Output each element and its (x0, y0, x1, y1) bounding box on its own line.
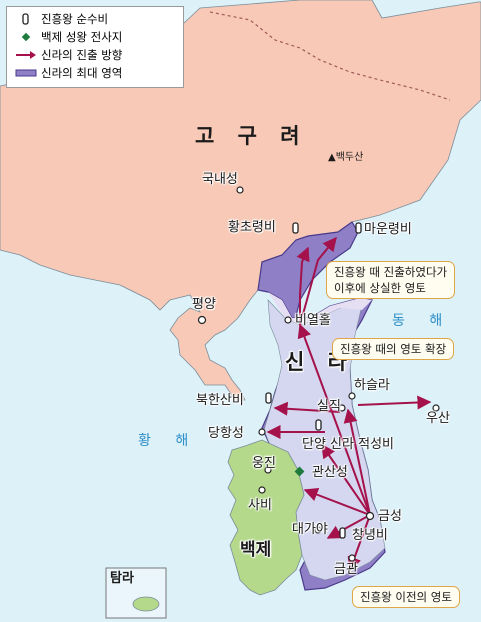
marker-sabi (258, 486, 266, 494)
place-label-ungjin: 웅진 (252, 456, 276, 471)
northern-boundary-line (209, 11, 451, 101)
marker-haseulla (348, 392, 356, 400)
arrow-to-maunryeong (299, 236, 337, 326)
marker-gungnaeseong (236, 186, 244, 194)
monument-hwangchoryeong (292, 222, 299, 234)
diamond-icon (21, 32, 31, 42)
place-label-geumseong: 금성 (378, 509, 402, 524)
marker-siljik (338, 404, 346, 412)
place-label-tamra: 탐라 (110, 571, 134, 586)
marker-danghangseong (258, 428, 266, 436)
marker-geumseong (365, 511, 375, 521)
legend-label: 신라의 진출 방향 (41, 48, 123, 62)
arrow-north-from-geumseong (297, 323, 371, 516)
place-label-gwansanseong: 관산성 (312, 465, 348, 480)
legend-label: 백제 성왕 전사지 (41, 30, 123, 44)
monument-changnyeong (339, 527, 346, 539)
marker-ungjin (264, 466, 272, 474)
place-label-geumgwan: 금관 (334, 562, 358, 577)
region-label-baekje: 백제 (240, 540, 272, 560)
battle-site-gwansanseong (294, 466, 305, 477)
region-label-goguryeo: 고 구 려 (195, 124, 308, 148)
place-label-haseulla: 하슬라 (354, 378, 390, 393)
callout-expansion: 진흥왕 때의 영토 확장 (332, 338, 455, 360)
lost-territory (268, 292, 372, 325)
arrow-to-usan (357, 395, 432, 410)
place-label-pyeongyang: 평양 (192, 297, 216, 312)
arrow-to-haseulla (343, 408, 371, 516)
expansion-arrows (266, 236, 432, 572)
monument-maunryeong (355, 222, 362, 234)
place-label-gungnaeseong: 국내성 (202, 172, 238, 187)
place-label-biyeolhol: 비열홀 (295, 313, 331, 328)
place-label-bukhansan: 북한산비 (196, 393, 244, 408)
monument-icon (22, 13, 29, 25)
monument-markers (265, 222, 362, 539)
legend-label: 신라의 최대 영역 (41, 66, 123, 80)
place-label-hwangchoryeong: 황초령비 (228, 220, 276, 235)
arrow-to-gwansanseong (303, 487, 371, 516)
marker-geumgwan (348, 554, 356, 562)
legend-label: 진흥왕 순수비 (41, 12, 109, 26)
marker-biyeolhol (284, 316, 292, 324)
marker-usan (432, 404, 440, 412)
marker-pyeongyang (197, 315, 207, 325)
callout-lost-line2: 이후에 상실한 영토 (334, 281, 426, 295)
callout-lost-line1: 진흥왕 때 진출하였다가 (334, 265, 448, 279)
callout-prior-territory: 진흥왕 이전의 영토 (352, 586, 460, 608)
tamra-island (132, 596, 160, 612)
arrow-to-daegaya (326, 514, 371, 539)
marker-daegaya (314, 526, 322, 534)
sea-label-west: 황 해 (138, 433, 199, 449)
place-label-siljik: 실직 (317, 399, 341, 414)
map-legend: 진흥왕 순수비 백제 성왕 전사지 신라의 진출 방향 신라의 최대 영역 (6, 6, 184, 88)
callout-lost-territory: 진흥왕 때 진출하였다가 이후에 상실한 영토 (326, 261, 456, 299)
sea-label-east: 동 해 (392, 313, 453, 329)
place-label-danyang: 단양 신라 적성비 (302, 437, 394, 452)
place-label-daegaya: 대가야 (292, 522, 328, 537)
baekje-territory (227, 439, 305, 596)
monument-danyang (315, 419, 322, 431)
place-label-usan: 우산 (426, 411, 450, 426)
goguryeo-territory (0, 0, 481, 401)
place-label-baekdusan: ▲백두산 (328, 152, 364, 163)
band-icon (15, 69, 37, 77)
place-label-danghangseong: 당항성 (208, 426, 244, 441)
place-label-maunryeong: 마운령비 (364, 222, 412, 237)
arrow-icon (16, 51, 36, 59)
place-markers (197, 186, 440, 562)
arrow-to-hwangchoryeong (296, 246, 310, 325)
monument-bukhansan (265, 392, 272, 404)
arrow-to-danyang (321, 443, 371, 516)
place-label-changnyeong: 창녕비 (352, 528, 388, 543)
tamra-inset-frame (105, 567, 167, 619)
place-label-sabi: 사비 (248, 498, 272, 513)
arrow-to-bukhansan (273, 401, 341, 416)
